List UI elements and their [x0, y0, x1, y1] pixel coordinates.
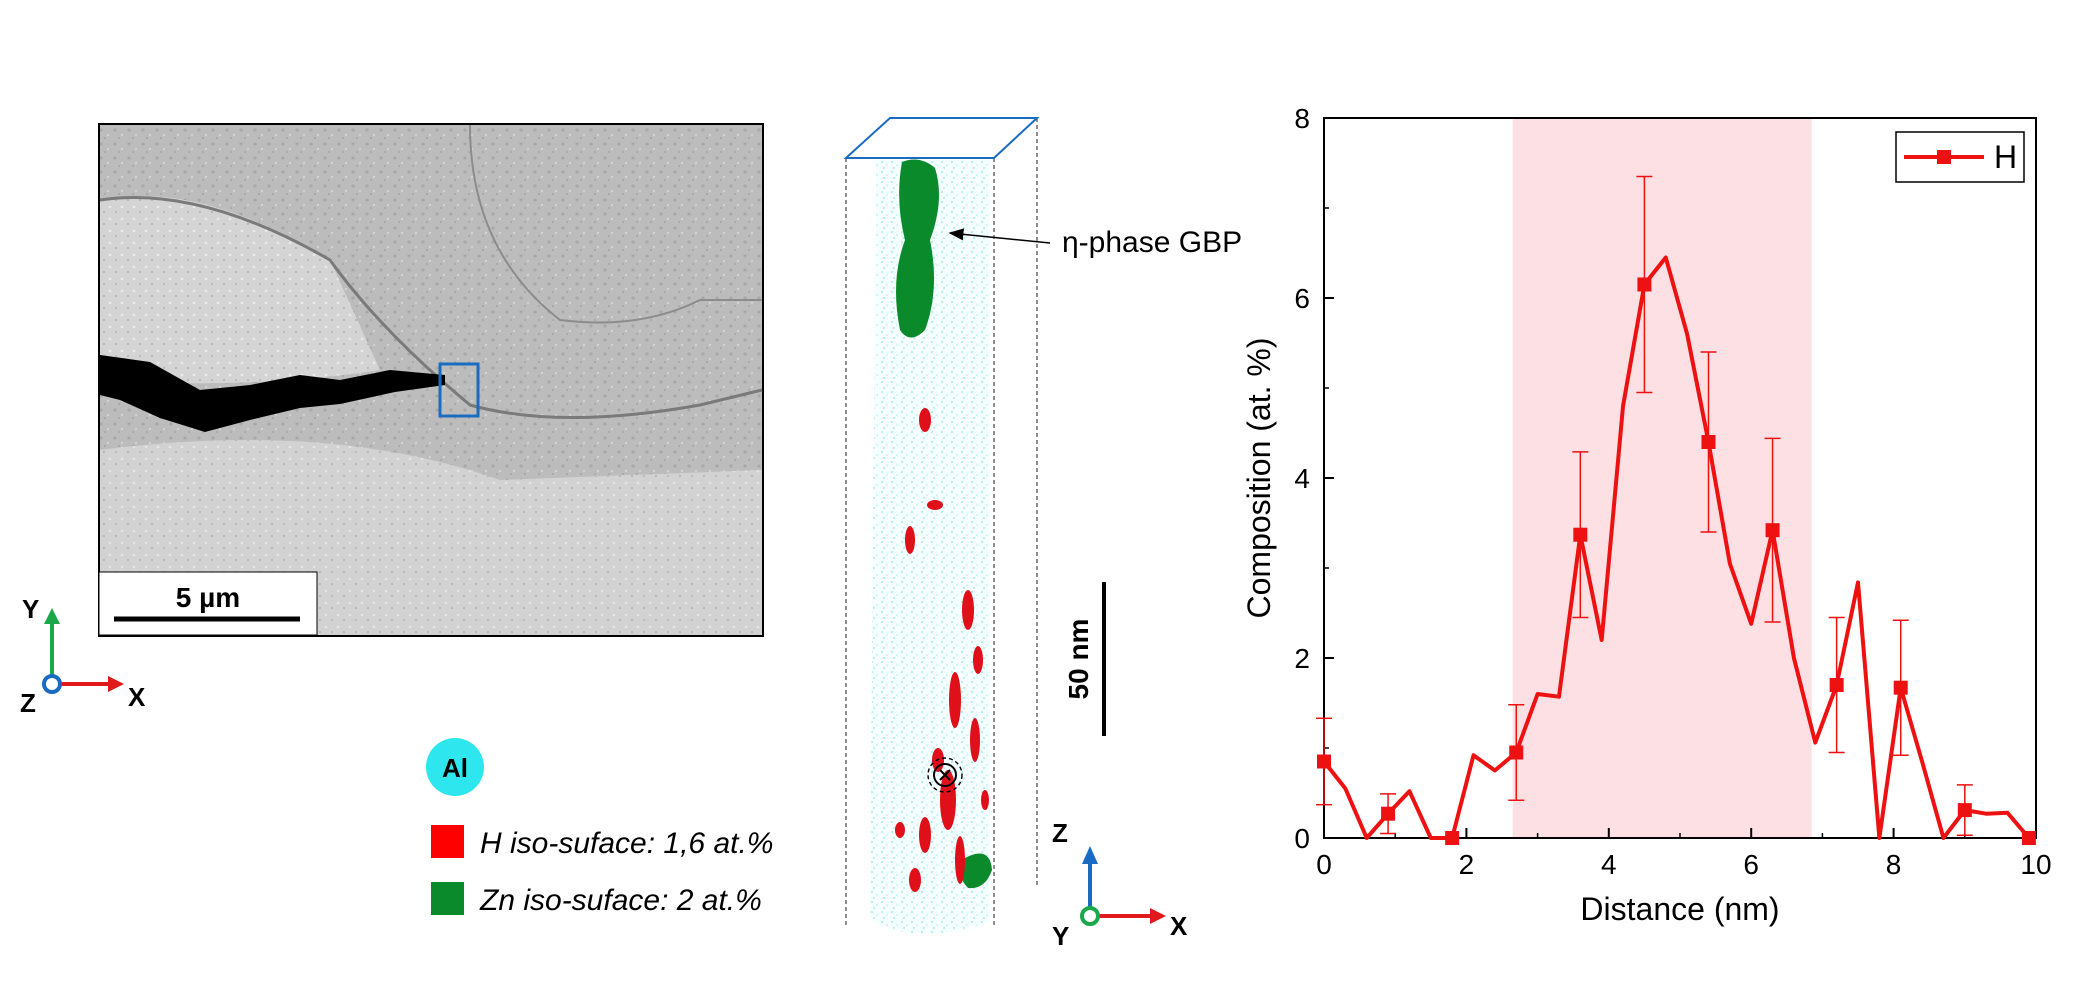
composition-chart: 0 2 4 6 8 10 0 2 4 6 8 Distance (nm) Composition (at…: [1241, 103, 2052, 927]
data-point: [1893, 680, 1908, 695]
sem-grain-light: [100, 196, 380, 384]
apt-annotation-arrow: [948, 228, 1051, 244]
legend-left: Al H iso-suface: 1,6 at.% Zn iso-suface:…: [426, 738, 773, 917]
sem-axis-y-label: Y: [22, 594, 39, 624]
apt-zn-isosurface-2: [960, 853, 992, 889]
apt-reconstruction: η-phase GBP 50 nm: [843, 117, 1242, 934]
y-tick-label: 0: [1294, 823, 1310, 854]
data-point: [1573, 527, 1588, 542]
sem-axis-x-label: X: [128, 682, 146, 712]
data-point: [2021, 831, 2036, 845]
apt-al-atoms: [870, 160, 990, 934]
x-tick-label: 2: [1459, 849, 1475, 880]
apt-axis-x-label: X: [1170, 911, 1188, 941]
legend-zn-swatch: [431, 882, 464, 915]
sem-scalebar-box: [98, 571, 318, 636]
apt-top-face: [843, 117, 1040, 159]
legend-al-circle: [426, 738, 484, 796]
x-tick-label: 4: [1601, 849, 1617, 880]
y-tick-label: 2: [1294, 643, 1310, 674]
chart-legend-label: H: [1994, 139, 2017, 175]
data-point: [1829, 678, 1844, 692]
data-point: [1445, 831, 1460, 845]
sem-crack: [100, 355, 445, 432]
sem-grain-boundary-2: [469, 124, 762, 324]
apt-axis-y-label: Y: [1052, 921, 1069, 951]
y-axis-label: Composition (at. %): [1241, 338, 1277, 619]
highlight-band: [1512, 118, 1812, 838]
legend-al-label: Al: [442, 753, 468, 783]
sem-grain-boundary: [99, 196, 763, 419]
data-point: [1509, 745, 1524, 760]
data-point: [1317, 754, 1331, 769]
apt-zn-isosurface: [896, 159, 939, 338]
apt-axis-z-label: Z: [1052, 818, 1068, 848]
data-point: [1765, 523, 1780, 538]
legend-h-swatch: [431, 825, 464, 858]
x-tick-label: 10: [2020, 849, 2051, 880]
apt-scalebar-label: 50 nm: [1063, 619, 1094, 700]
sem-axis-triad: Y Z X: [20, 594, 146, 718]
sem-image: 5 µm: [98, 123, 764, 637]
chart-legend-marker: [1937, 150, 1951, 164]
sem-axis-z-label: Z: [20, 688, 36, 718]
y-tick-label: 6: [1294, 283, 1310, 314]
legend-zn-label: Zn iso-suface: 2 at.%: [479, 884, 762, 917]
x-tick-label: 0: [1316, 849, 1332, 880]
x-axis-label: Distance (nm): [1580, 891, 1779, 927]
apt-axis-triad: Z Y X: [1052, 818, 1188, 951]
data-point: [1381, 806, 1396, 821]
x-tick-label: 6: [1743, 849, 1759, 880]
series-line-H: [1322, 255, 2031, 840]
data-point: [1701, 435, 1716, 449]
data-point: [1957, 803, 1972, 818]
data-point: [1637, 277, 1652, 292]
apt-annotation-label: η-phase GBP: [1062, 226, 1242, 259]
y-tick-label: 8: [1294, 103, 1310, 134]
sem-roi-box: [438, 362, 480, 418]
y-tick-label: 4: [1294, 463, 1310, 494]
legend-h-label: H iso-suface: 1,6 at.%: [480, 827, 773, 860]
x-tick-label: 8: [1886, 849, 1902, 880]
sem-scalebar-label: 5 µm: [176, 582, 240, 613]
